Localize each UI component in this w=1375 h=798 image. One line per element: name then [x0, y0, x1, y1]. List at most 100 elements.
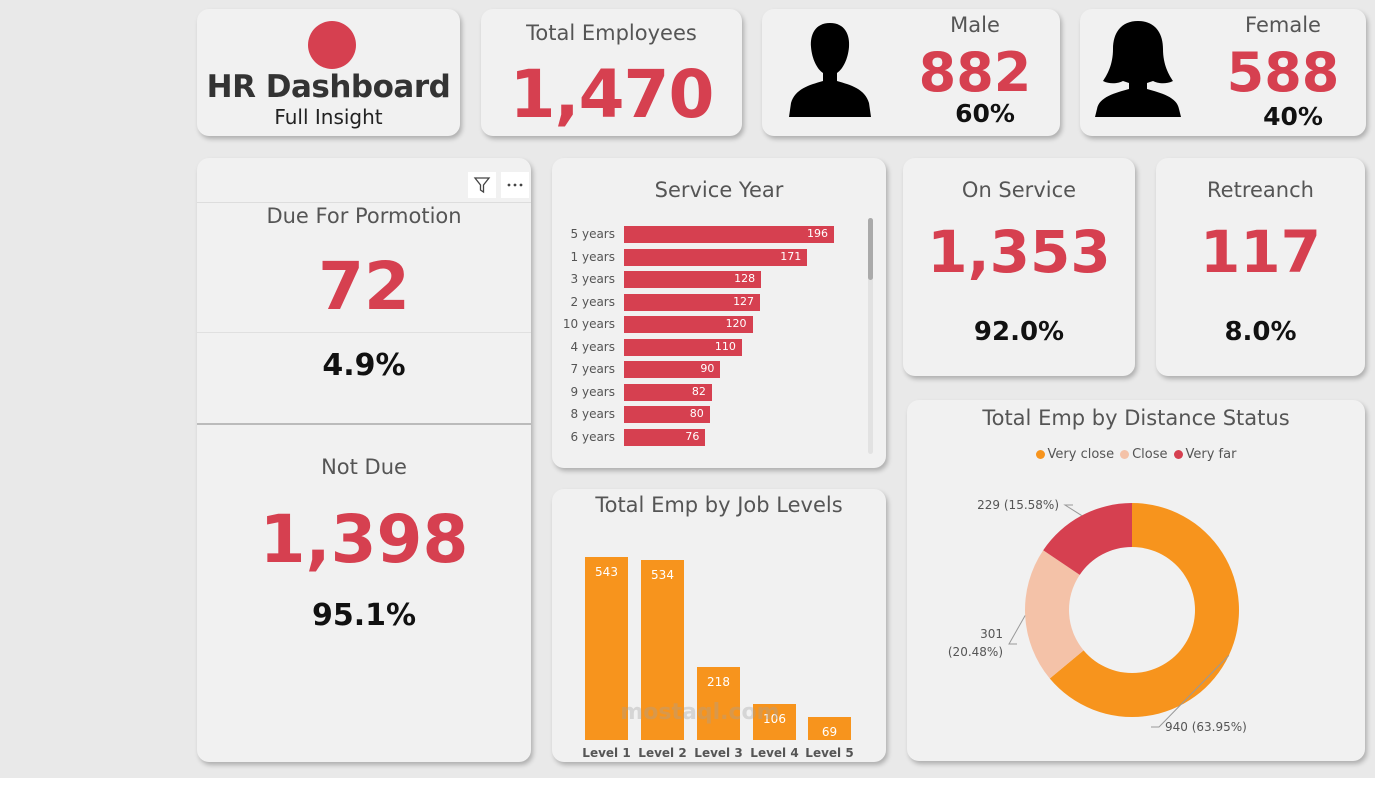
job-level-label: Level 4 [750, 746, 799, 760]
service-year-value: 80 [689, 407, 704, 420]
legend-label: Very far [1185, 447, 1237, 462]
female-title: Female [1245, 13, 1321, 37]
service-year-row[interactable]: 4 years 110 [552, 337, 872, 359]
more-options-button[interactable] [501, 172, 529, 198]
male-title: Male [950, 13, 1000, 37]
service-year-card: Service Year 5 years 196 1 years 171 3 years… [552, 158, 886, 468]
filter-icon [473, 177, 491, 194]
donut-data-label: 301 [980, 627, 1003, 641]
donut-slice[interactable] [1025, 550, 1084, 679]
service-year-value: 110 [714, 339, 736, 353]
service-year-row[interactable]: 9 years 82 [552, 382, 872, 404]
on-service-card: On Service 1,353 92.0% [903, 158, 1135, 376]
retreanch-title: Retreanch [1207, 178, 1314, 202]
logo-circle-icon [308, 21, 356, 69]
distance-donut-chart: 940 (63.95%) 301 (20.48%) 229 (15.58%) [948, 498, 1247, 734]
legend-item[interactable]: Close [1120, 447, 1168, 462]
retreanch-card: Retreanch 117 8.0% [1156, 158, 1365, 376]
distance-legend: Very close Close Very far [907, 444, 1365, 463]
service-year-row[interactable]: 3 years 128 [552, 269, 872, 291]
job-level-bar[interactable]: 218 [697, 666, 740, 740]
not-due-pct: 95.1% [311, 598, 417, 633]
job-level-value: 106 [763, 712, 786, 727]
due-section-bg [197, 202, 531, 425]
job-level-label: Level 5 [805, 746, 854, 760]
service-year-row[interactable]: 2 years 127 [552, 292, 872, 314]
service-year-bar[interactable]: 127 [624, 293, 761, 311]
service-year-row[interactable]: 1 years 171 [552, 247, 872, 269]
filter-button[interactable] [468, 172, 496, 198]
service-year-bar[interactable]: 196 [624, 226, 834, 243]
total-employees-value: 1,470 [509, 56, 715, 133]
service-year-bar[interactable]: 128 [624, 271, 762, 288]
bottom-strip [0, 778, 1375, 798]
donut-leader-line [1008, 615, 1026, 645]
female-card: Female 588 40% [1080, 9, 1366, 136]
service-year-row[interactable]: 10 years 120 [552, 314, 872, 336]
job-level-value: 69 [821, 724, 838, 739]
service-year-row[interactable]: 6 years 76 [552, 427, 872, 449]
service-year-scrollbar[interactable] [868, 218, 873, 454]
legend-dot-icon [1120, 450, 1130, 459]
service-year-value: 196 [807, 227, 828, 240]
dashboard-subtitle: Full Insight [274, 105, 383, 129]
job-level-value: 218 [707, 674, 730, 689]
service-year-label: 6 years [570, 429, 615, 444]
legend-item[interactable]: Very close [1035, 447, 1115, 462]
job-level-bar[interactable]: 543 [585, 557, 628, 740]
female-pct: 40% [1263, 102, 1323, 131]
service-year-label: 3 years [570, 272, 615, 286]
retreanch-value: 117 [1199, 218, 1322, 286]
donut-leader-line [1151, 655, 1230, 728]
service-year-value: 171 [780, 249, 802, 263]
donut-slice[interactable] [1043, 503, 1132, 575]
service-year-row[interactable]: 5 years 196 [552, 224, 872, 246]
legend-label: Close [1132, 447, 1168, 462]
donut-data-label: 940 (63.95%) [1165, 720, 1247, 734]
service-year-bar[interactable]: 120 [624, 316, 753, 333]
service-year-scroll-thumb[interactable] [868, 218, 873, 280]
due-promotion-pct: 4.9% [322, 348, 406, 383]
donut-data-label: 229 (15.58%) [977, 498, 1059, 512]
job-level-bar[interactable]: 106 [753, 704, 796, 740]
service-year-row[interactable]: 7 years 90 [552, 359, 872, 381]
donut-data-label: (20.48%) [948, 645, 1003, 659]
job-level-label: Level 3 [694, 746, 743, 760]
job-levels-chart: 543 Level 1 534 Level 2 218 Level 3 106 Level 4… [552, 489, 886, 762]
service-year-value: 82 [691, 384, 706, 398]
donut-slice[interactable] [1049, 503, 1239, 717]
on-service-value: 1,353 [927, 218, 1111, 286]
job-level-label: Level 2 [638, 746, 687, 760]
female-value: 588 [1226, 41, 1340, 104]
distance-status-title: Total Emp by Distance Status [982, 406, 1290, 430]
service-year-row[interactable]: 8 years 80 [552, 404, 872, 426]
legend-item[interactable]: Very far [1173, 447, 1237, 462]
service-year-title: Service Year [654, 178, 784, 202]
service-year-bar[interactable]: 82 [624, 383, 712, 401]
legend-dot-icon [1173, 450, 1183, 459]
job-level-bar[interactable]: 69 [808, 716, 851, 740]
job-levels-title: Total Emp by Job Levels [595, 493, 843, 517]
legend-dot-icon [1035, 450, 1045, 459]
service-year-bar[interactable]: 80 [624, 406, 710, 423]
service-year-label: 8 years [570, 407, 615, 421]
on-service-pct: 92.0% [973, 317, 1065, 347]
female-person-icon [1095, 21, 1181, 117]
logo-card: HR Dashboard Full Insight [197, 9, 460, 136]
legend-label: Very close [1047, 447, 1115, 462]
service-year-bar[interactable]: 90 [624, 361, 721, 378]
service-year-bar[interactable]: 171 [624, 248, 808, 266]
job-level-bar[interactable]: 534 [641, 560, 684, 740]
job-level-value: 543 [595, 565, 618, 579]
service-year-label: 5 years [570, 227, 615, 241]
not-due-title: Not Due [321, 455, 407, 479]
due-promotion-title: Due For Pormotion [266, 204, 462, 228]
job-level-value: 534 [651, 568, 674, 583]
service-year-value: 128 [734, 272, 756, 285]
retreanch-pct: 8.0% [1224, 317, 1297, 347]
service-year-chart: 5 years 196 1 years 171 3 years 128 2 years 127… [552, 224, 872, 454]
service-year-bar[interactable]: 110 [624, 338, 742, 356]
promotion-card: Due For Pormotion 72 4.9% Not Due 1,398 … [197, 158, 531, 762]
due-value-divider [197, 332, 531, 333]
service-year-bar[interactable]: 76 [624, 428, 706, 446]
